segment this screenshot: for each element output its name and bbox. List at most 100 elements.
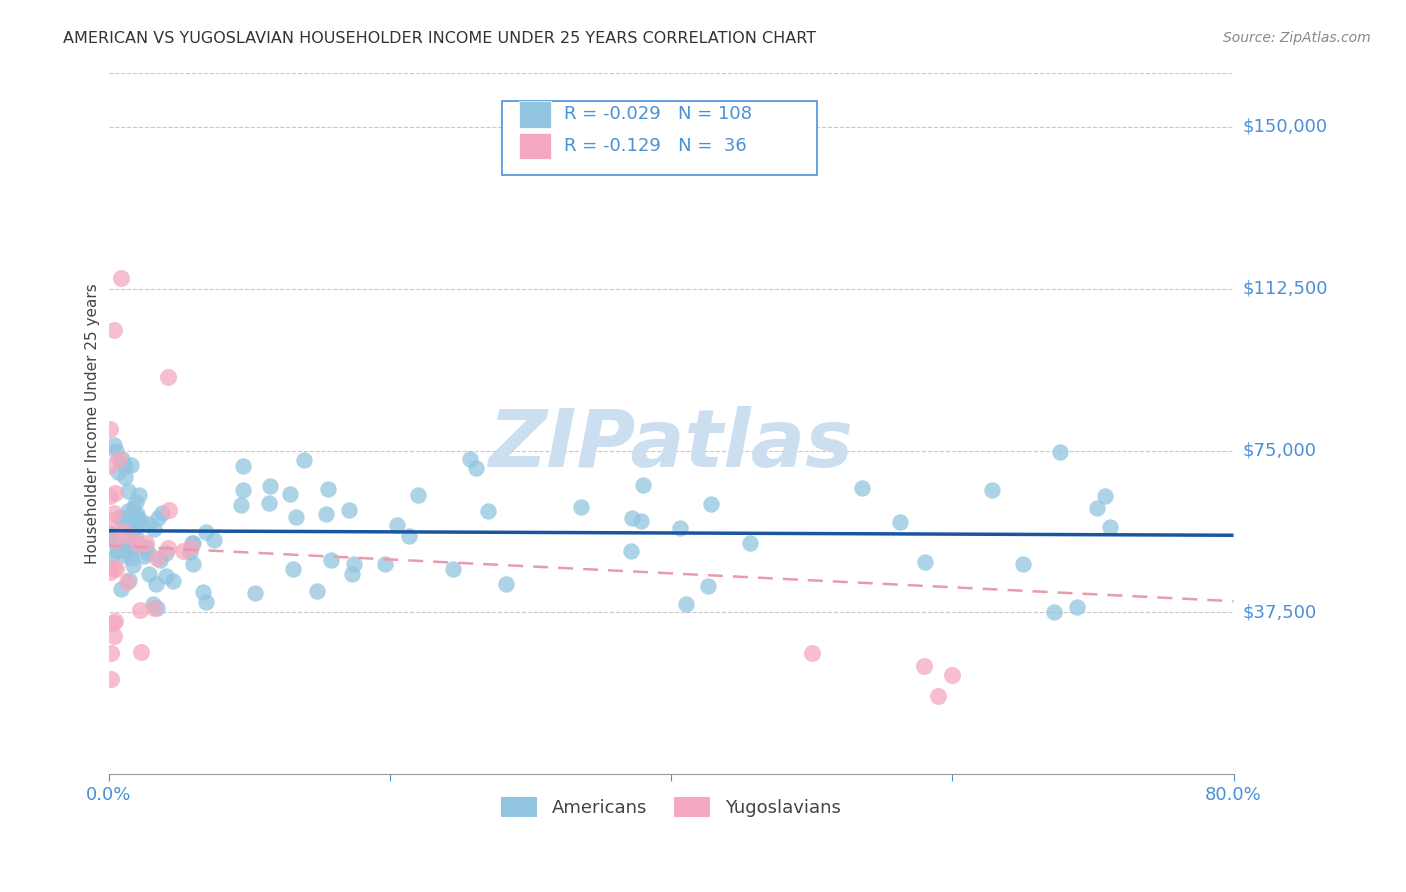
Point [1098, 520, 1121, 534]
Point [135, 540, 157, 554]
Point [103, 629, 125, 643]
Point [156, 370, 179, 384]
Point [104, 561, 127, 575]
Point [259, 496, 281, 510]
Point [124, 528, 146, 542]
Point [98, 422, 121, 436]
Point [180, 536, 202, 550]
Point [110, 582, 132, 596]
Point [1043, 605, 1066, 619]
Legend: Americans, Yugoslavians: Americans, Yugoslavians [494, 789, 848, 825]
Point [800, 646, 823, 660]
FancyBboxPatch shape [519, 101, 551, 128]
Point [851, 481, 873, 495]
Point [1085, 500, 1108, 515]
Point [285, 509, 308, 524]
FancyBboxPatch shape [502, 101, 817, 175]
Point [343, 557, 366, 571]
Point [912, 659, 935, 673]
Point [465, 460, 488, 475]
Point [1066, 599, 1088, 614]
Point [138, 567, 160, 582]
Point [132, 549, 155, 564]
Point [100, 528, 122, 542]
Point [157, 503, 180, 517]
Point [114, 519, 136, 533]
Point [129, 515, 152, 529]
Point [1094, 489, 1116, 503]
Point [129, 644, 152, 658]
Point [149, 553, 172, 567]
Point [100, 672, 122, 686]
Point [121, 541, 143, 555]
Point [103, 323, 125, 337]
Point [155, 546, 177, 560]
Point [108, 510, 131, 524]
Point [191, 585, 214, 599]
Text: R = -0.129   N =  36: R = -0.129 N = 36 [564, 136, 747, 155]
Point [108, 452, 131, 467]
Point [111, 452, 134, 467]
Point [1049, 445, 1071, 459]
Point [243, 586, 266, 600]
Point [319, 552, 342, 566]
Point [889, 515, 911, 529]
Point [385, 518, 408, 533]
Point [155, 569, 177, 583]
Point [125, 495, 148, 509]
Point [669, 521, 692, 535]
Point [114, 458, 136, 473]
Point [181, 536, 204, 550]
Point [107, 465, 129, 479]
Point [631, 478, 654, 492]
Point [700, 497, 723, 511]
Point [914, 555, 936, 569]
Point [495, 577, 517, 591]
Y-axis label: Householder Income Under 25 years: Householder Income Under 25 years [86, 283, 100, 564]
Point [117, 537, 139, 551]
Point [146, 511, 169, 525]
Point [114, 543, 136, 558]
Point [292, 453, 315, 467]
Point [143, 600, 166, 615]
Point [127, 537, 149, 551]
Point [179, 545, 201, 559]
Text: $150,000: $150,000 [1243, 118, 1327, 136]
Point [98, 526, 121, 541]
Point [128, 488, 150, 502]
Point [136, 546, 159, 560]
Point [112, 524, 135, 538]
Point [104, 533, 127, 547]
Point [110, 271, 132, 285]
Point [1012, 557, 1035, 571]
FancyBboxPatch shape [519, 133, 551, 159]
Point [316, 483, 339, 497]
Point [738, 535, 761, 549]
Point [125, 507, 148, 521]
Point [675, 598, 697, 612]
Point [118, 518, 141, 533]
Point [98, 566, 121, 580]
Point [100, 513, 122, 527]
Point [103, 438, 125, 452]
Point [122, 500, 145, 515]
Point [157, 541, 180, 555]
Point [118, 528, 141, 542]
Point [118, 574, 141, 588]
Point [232, 458, 254, 473]
Text: $75,000: $75,000 [1243, 442, 1316, 459]
Point [100, 527, 122, 541]
Point [980, 483, 1002, 498]
Point [202, 533, 225, 547]
Point [229, 499, 252, 513]
Text: AMERICAN VS YUGOSLAVIAN HOUSEHOLDER INCOME UNDER 25 YEARS CORRELATION CHART: AMERICAN VS YUGOSLAVIAN HOUSEHOLDER INCO… [63, 31, 817, 46]
Point [98, 489, 121, 503]
Point [146, 601, 169, 615]
Point [118, 524, 141, 539]
Point [571, 500, 593, 514]
Point [620, 544, 643, 558]
Point [458, 452, 481, 467]
Point [146, 550, 169, 565]
Point [104, 615, 127, 629]
Point [280, 487, 302, 501]
